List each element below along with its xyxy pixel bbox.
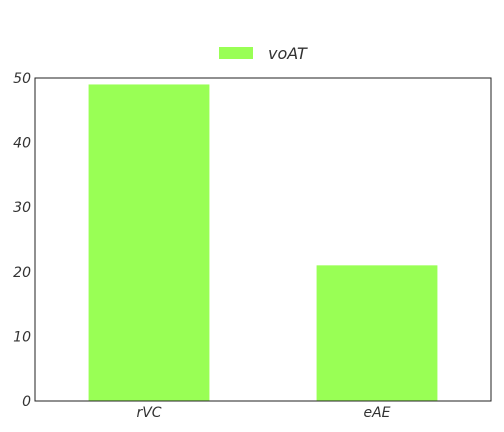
legend-label-voat: voAT <box>268 44 308 63</box>
x-tick-label-rvc: rVC <box>136 405 161 421</box>
bars-group <box>88 84 438 402</box>
plot-frame <box>34 77 492 402</box>
bar-eae <box>316 265 438 401</box>
y-tick-label: 0 <box>22 394 31 410</box>
y-axis: 0 10 20 30 40 50 <box>13 71 31 410</box>
y-tick-label: 10 <box>13 329 31 345</box>
y-tick-label: 30 <box>13 200 31 216</box>
y-tick-label: 20 <box>13 265 31 281</box>
bar-rvc <box>88 84 210 402</box>
y-tick-label: 50 <box>13 71 31 87</box>
x-tick-label-eae: eAE <box>363 405 390 421</box>
y-tick-label: 40 <box>13 136 31 152</box>
x-axis: rVC eAE <box>136 405 390 421</box>
legend: voAT <box>219 44 308 63</box>
legend-swatch-voat <box>219 47 253 59</box>
